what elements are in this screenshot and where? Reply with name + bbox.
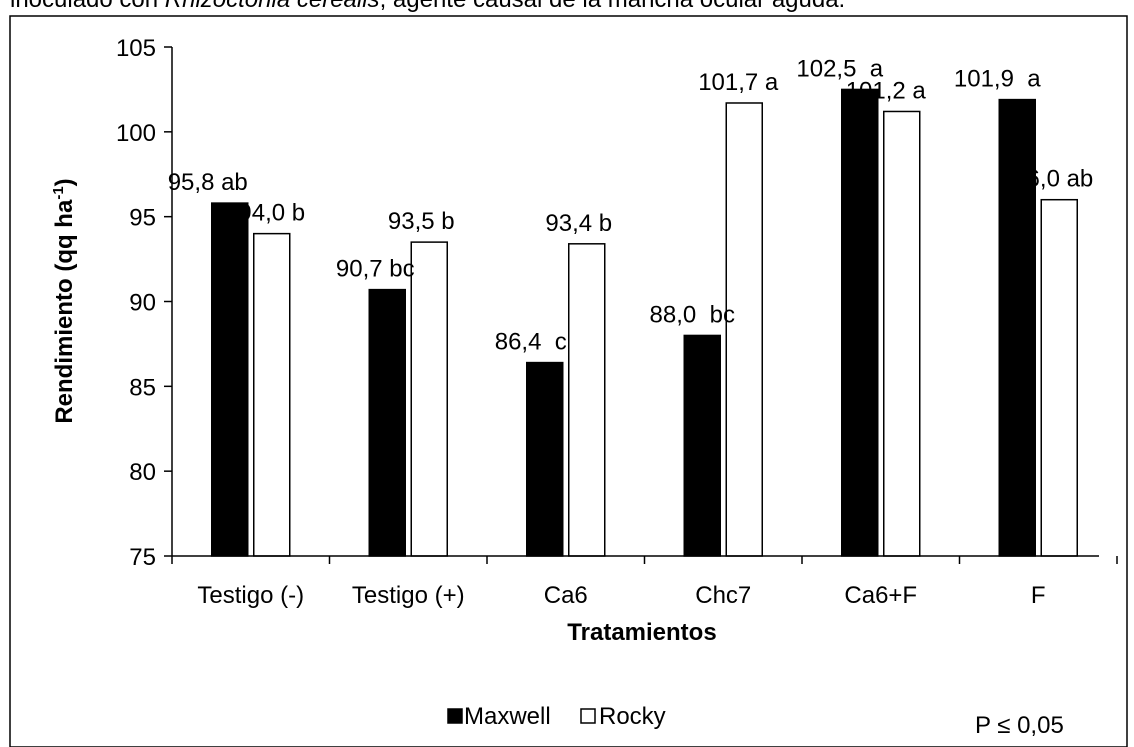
x-axis-title: Tratamientos (567, 619, 716, 646)
y-tick-label: 90 (129, 290, 156, 317)
bar-rocky (568, 243, 606, 557)
x-tick-label: Testigo (-) (197, 582, 304, 609)
legend: Maxwell Rocky (447, 703, 666, 730)
data-label-maxwell: 102,5 a (796, 55, 883, 82)
y-axis-title-sup: -1 (50, 186, 67, 199)
bar-maxwell (211, 202, 249, 557)
bar-rocky (725, 102, 763, 557)
data-label-maxwell: 95,8 ab (168, 169, 248, 196)
y-tick-label: 105 (116, 35, 156, 62)
y-tick-label: 100 (116, 120, 156, 147)
caption-prefix: inoculado con (10, 0, 165, 13)
data-label-maxwell: 86,4 c (495, 329, 567, 356)
data-label-rocky: 96,0 ab (1013, 166, 1093, 193)
data-label-rocky: 93,5 b (388, 208, 455, 235)
y-axis-title-main: Rendimiento (qq ha (51, 199, 78, 424)
data-label-maxwell: 101,9 a (954, 66, 1041, 93)
caption-suffix: , agente causal de la mancha ocular agud… (380, 0, 846, 13)
y-axis-title: Rendimiento (qq ha-1) (50, 178, 78, 423)
bar-maxwell (526, 361, 564, 557)
chart-frame (9, 15, 1128, 747)
bar-maxwell (368, 288, 406, 557)
bar-rocky (1040, 198, 1078, 557)
data-label-maxwell: 90,7 bc (336, 256, 415, 283)
x-tick-label: F (1031, 582, 1046, 609)
bar-rocky (253, 232, 291, 557)
data-label-rocky: 101,2 a (846, 77, 927, 104)
x-tick-label: Chc7 (695, 582, 751, 609)
legend-swatch-rocky (580, 708, 596, 724)
x-tick-label: Ca6+F (844, 582, 917, 609)
figure-caption: inoculado con Rhizoctonia cerealis, agen… (10, 0, 845, 14)
caption-organism: Rhizoctonia cerealis (165, 0, 380, 13)
bar-maxwell (841, 88, 879, 557)
y-tick-label: 95 (129, 205, 156, 232)
data-label-rocky: 93,4 b (545, 210, 612, 237)
significance-annotation: P ≤ 0,05 (975, 712, 1064, 739)
y-tick-label: 80 (129, 459, 156, 486)
legend-swatch-maxwell (447, 708, 463, 724)
bar-rocky (410, 241, 448, 557)
x-tick-label: Ca6 (544, 582, 588, 609)
data-label-rocky: 101,7 a (698, 69, 779, 96)
data-label-maxwell: 88,0 bc (650, 301, 735, 328)
legend-label-maxwell: Maxwell (464, 703, 551, 730)
y-axis-title-end: ) (51, 178, 78, 186)
bar-rocky (883, 110, 921, 557)
y-tick-label: 85 (129, 374, 156, 401)
legend-label-rocky: Rocky (599, 703, 666, 730)
bar-maxwell (683, 334, 721, 557)
data-label-rocky: 94,0 b (238, 200, 305, 227)
x-tick-label: Testigo (+) (352, 582, 465, 609)
y-tick-label: 75 (129, 544, 156, 571)
